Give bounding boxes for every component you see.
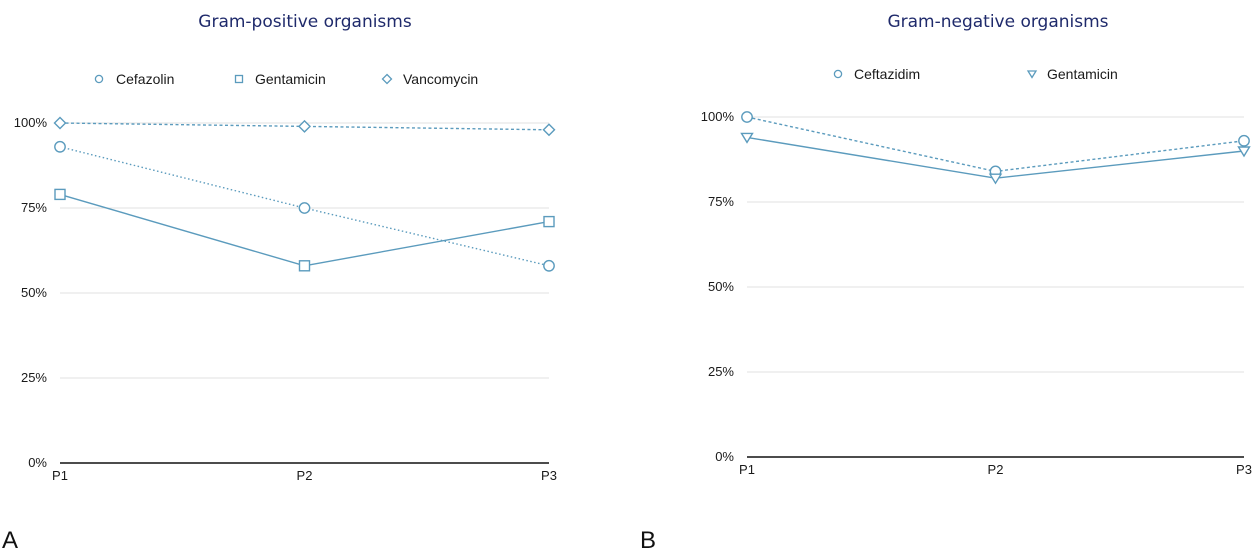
panel-label: B (640, 527, 656, 552)
series-line (746, 116, 1245, 173)
data-point (298, 119, 311, 133)
legend-marker-square (234, 74, 244, 84)
chart-title: Gram-negative organisms (887, 12, 1108, 32)
data-point (543, 259, 555, 272)
y-tick-label: 75% (708, 194, 734, 209)
x-tick-label: P3 (1236, 462, 1252, 477)
data-point (1238, 134, 1250, 147)
legend-label: Cefazolin (116, 71, 174, 87)
data-point (298, 202, 311, 214)
legend-item: Cefazolin (94, 71, 174, 87)
legend-label: Gentamicin (255, 71, 326, 87)
data-point (54, 140, 66, 153)
legend-label: Vancomycin (403, 71, 478, 87)
legend-item: Gentamicin (1026, 66, 1118, 82)
x-tick-label: P2 (988, 462, 1004, 477)
chart-panel-a: Gram-positive organisms Cefazolin Gentami… (2, 12, 557, 552)
legend-label: Gentamicin (1047, 66, 1118, 82)
y-tick-label: 25% (21, 370, 47, 385)
series-vancomycin (53, 116, 556, 137)
x-tick-label: P1 (739, 462, 755, 477)
data-point (1237, 146, 1251, 158)
panel-label: A (2, 527, 18, 552)
data-point (988, 173, 1003, 185)
data-point (53, 116, 67, 130)
legend-item: Vancomycin (381, 71, 478, 87)
x-tick-label: P3 (541, 468, 557, 483)
series-gentamicin (740, 132, 1251, 185)
legend-marker-diamond (381, 73, 393, 85)
data-point (543, 215, 555, 228)
x-tick-label: P1 (52, 468, 68, 483)
chart-panel-b: Gram-negative organisms Ceftazidim Gentam… (640, 12, 1252, 552)
y-tick-label: 75% (21, 200, 47, 215)
chart-title: Gram-positive organisms (198, 12, 412, 32)
data-point (298, 260, 311, 272)
y-tick-label: 100% (701, 109, 735, 124)
legend-item: Gentamicin (234, 71, 326, 87)
data-point (542, 123, 556, 137)
y-tick-label: 100% (14, 115, 48, 130)
y-tick-label: 25% (708, 364, 734, 379)
legend-label: Ceftazidim (854, 66, 920, 82)
legend-marker-circle (833, 69, 843, 79)
x-tick-label: P2 (297, 468, 313, 483)
series-gentamicin (54, 188, 555, 272)
legend-item: Ceftazidim (833, 66, 920, 82)
y-tick-label: 50% (21, 285, 47, 300)
data-point (54, 188, 66, 201)
y-tick-label: 50% (708, 279, 734, 294)
y-tick-label: 0% (715, 449, 734, 464)
data-point (740, 132, 754, 144)
y-tick-label: 0% (28, 455, 47, 470)
data-point (741, 111, 753, 123)
series-cefazolin (54, 140, 555, 272)
series-ceftazidim (741, 111, 1250, 178)
legend-marker-circle (94, 74, 104, 84)
legend-marker-triangle-down (1026, 70, 1038, 79)
